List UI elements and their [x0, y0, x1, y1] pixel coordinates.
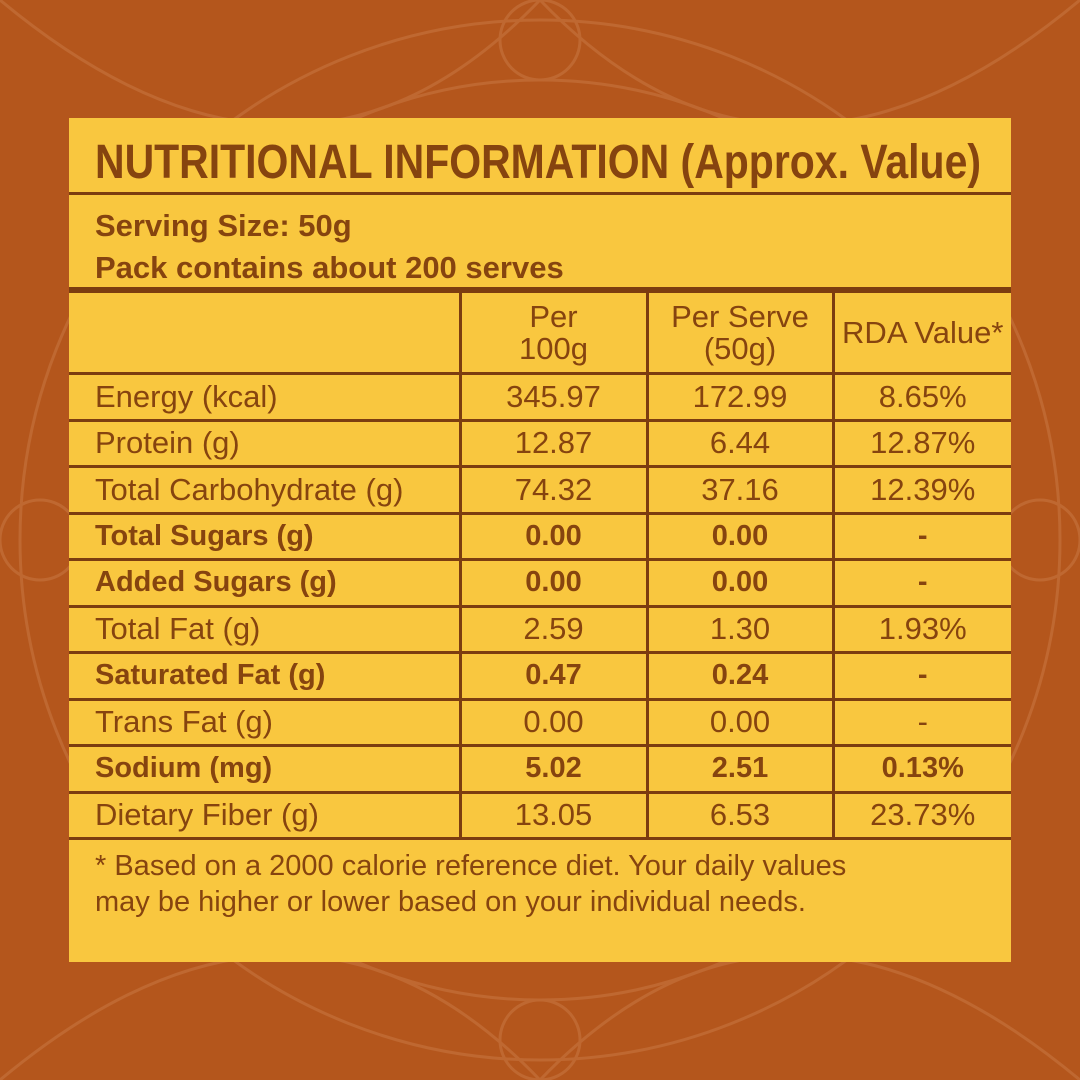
nutrient-label: Added Sugars (g) — [69, 558, 462, 608]
header-cell: Per Serve (50g) — [645, 290, 835, 375]
nutrient-value: 0.24 — [645, 651, 835, 701]
nutrient-label: Total Fat (g) — [69, 604, 462, 654]
nutrition-panel: NUTRITIONAL INFORMATION (Approx. Value) … — [69, 118, 1011, 962]
nutrient-value: 74.32 — [458, 465, 649, 515]
nutrient-value: 8.65% — [831, 372, 1011, 422]
title-row: NUTRITIONAL INFORMATION (Approx. Value) — [69, 118, 1011, 195]
nutrient-value: 0.00 — [458, 511, 649, 561]
nutrient-label: Total Carbohydrate (g) — [69, 465, 462, 515]
nutrient-value: 172.99 — [645, 372, 835, 422]
nutrient-value: 2.59 — [458, 604, 649, 654]
nutrient-label: Dietary Fiber (g) — [69, 790, 462, 840]
serving-info: Serving Size: 50g Pack contains about 20… — [69, 195, 1011, 290]
nutrient-row: Total Fat (g) 2.59 1.30 1.93% — [69, 604, 1011, 654]
header-line: (50g) — [703, 330, 777, 366]
nutrient-value: 12.87 — [458, 418, 649, 468]
nutrient-label: Energy (kcal) — [69, 372, 462, 422]
nutrient-label: Sodium (mg) — [69, 744, 462, 794]
nutrient-value: 0.00 — [458, 558, 649, 608]
nutrient-value: 6.53 — [645, 790, 835, 840]
serving-line: Pack contains about 200 serves — [95, 250, 564, 285]
footnote: * Based on a 2000 calorie reference diet… — [69, 840, 1011, 920]
title-svg: NUTRITIONAL INFORMATION (Approx. Value) — [95, 136, 981, 189]
nutrient-value: 0.00 — [458, 697, 649, 747]
nutrient-value: 5.02 — [458, 744, 649, 794]
table-body: Energy (kcal) 345.97 172.99 8.65% Protein (g… — [69, 372, 1011, 840]
nutrient-value: 345.97 — [458, 372, 649, 422]
nutrient-value: - — [831, 697, 1011, 747]
nutrient-value: 0.00 — [645, 511, 835, 561]
nutrient-row: Saturated Fat (g) 0.47 0.24- — [69, 651, 1011, 701]
nutrient-row: Total Sugars (g) 0.00 0.00- — [69, 511, 1011, 561]
nutrition-table: Per 100g Per Serve (50g) RDA Value* Energy (… — [69, 290, 1011, 840]
nutrient-row: Added Sugars (g) 0.00 0.00- — [69, 558, 1011, 608]
nutrient-value: - — [831, 511, 1011, 561]
nutrient-value: 1.30 — [645, 604, 835, 654]
nutrient-value: 0.47 — [458, 651, 649, 701]
nutrient-label: Total Sugars (g) — [69, 511, 462, 561]
nutrient-value: 13.05 — [458, 790, 649, 840]
header-line: 100g — [519, 330, 588, 366]
nutrient-row: Dietary Fiber (g) 13.05 6.53 23.73% — [69, 790, 1011, 840]
nutrient-value: 12.87% — [831, 418, 1011, 468]
nutrient-value: 0.13% — [831, 744, 1011, 794]
header-cell: RDA Value* — [831, 290, 1011, 375]
nutrient-value: 12.39% — [831, 465, 1011, 515]
nutrient-value: 6.44 — [645, 418, 835, 468]
header-line: Per Serve — [671, 298, 809, 334]
nutrient-value: 0.00 — [645, 697, 835, 747]
nutrient-row: Sodium (mg) 5.02 2.51 0.13% — [69, 744, 1011, 794]
nutrient-row: Protein (g) 12.87 6.44 12.87% — [69, 418, 1011, 468]
serving-line: Serving Size: 50g — [95, 208, 352, 243]
footnote-line: * Based on a 2000 calorie reference diet… — [95, 850, 847, 882]
nutrient-row: Total Carbohydrate (g) 74.32 37.16 12.39% — [69, 465, 1011, 515]
header-cell — [69, 290, 462, 375]
nutrient-value: 0.00 — [645, 558, 835, 608]
nutrient-value: - — [831, 651, 1011, 701]
nutrient-row: Trans Fat (g) 0.00 0.00- — [69, 697, 1011, 747]
header-row: Per 100g Per Serve (50g) RDA Value* — [69, 290, 1011, 375]
nutrient-value: 2.51 — [645, 744, 835, 794]
header-cell: Per 100g — [458, 290, 649, 375]
nutrient-value: 37.16 — [645, 465, 835, 515]
title: NUTRITIONAL INFORMATION (Approx. Value) — [95, 136, 981, 189]
nutrient-row: Energy (kcal) 345.97 172.99 8.65% — [69, 372, 1011, 422]
header-line: Per — [529, 298, 578, 334]
nutrient-value: 1.93% — [831, 604, 1011, 654]
header-line: RDA Value* — [842, 314, 1004, 350]
nutrient-label: Trans Fat (g) — [69, 697, 462, 747]
nutrient-label: Saturated Fat (g) — [69, 651, 462, 701]
nutrient-label: Protein (g) — [69, 418, 462, 468]
footnote-line: may be higher or lower based on your ind… — [95, 886, 806, 918]
nutrient-value: 23.73% — [831, 790, 1011, 840]
nutrient-value: - — [831, 558, 1011, 608]
